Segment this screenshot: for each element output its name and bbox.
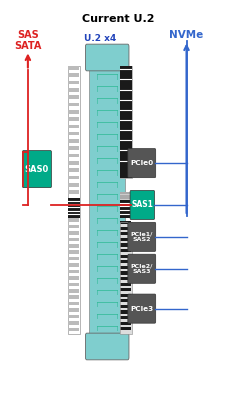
Bar [68, 88, 79, 92]
Text: NVMe: NVMe [169, 30, 203, 40]
Bar [119, 192, 132, 200]
Bar [68, 110, 79, 114]
Text: SAS1: SAS1 [131, 200, 153, 210]
Bar [120, 322, 131, 325]
Bar [68, 139, 79, 143]
Bar [68, 124, 79, 128]
Text: PCIe2/
SAS3: PCIe2/ SAS3 [130, 263, 152, 274]
Bar [68, 218, 79, 222]
Bar [68, 154, 79, 157]
Bar [68, 257, 79, 260]
Bar [68, 238, 79, 241]
Bar [68, 146, 79, 150]
Bar [68, 161, 79, 165]
Bar [68, 81, 79, 84]
Text: SAS0: SAS0 [25, 165, 49, 174]
Text: U.2 x4: U.2 x4 [84, 34, 116, 43]
FancyBboxPatch shape [127, 294, 155, 323]
Bar [120, 221, 131, 224]
Bar [120, 294, 131, 297]
Bar [120, 288, 131, 291]
FancyBboxPatch shape [127, 222, 155, 252]
Bar [68, 289, 79, 292]
FancyBboxPatch shape [127, 254, 155, 283]
Bar [120, 232, 131, 236]
Bar [120, 255, 131, 258]
Bar [68, 176, 79, 179]
Bar [68, 231, 79, 235]
Bar [120, 260, 131, 263]
Bar [120, 195, 131, 197]
Text: PCIe1/
SAS2: PCIe1/ SAS2 [130, 232, 152, 242]
Bar [68, 168, 79, 172]
FancyBboxPatch shape [85, 44, 128, 71]
Bar [120, 310, 131, 314]
Bar [120, 227, 131, 230]
Bar [89, 68, 125, 336]
Bar [68, 263, 79, 267]
Bar [68, 190, 79, 194]
Bar [120, 192, 131, 194]
Bar [68, 117, 79, 121]
Bar [68, 73, 79, 77]
Bar [68, 103, 79, 106]
Text: SAS
SATA: SAS SATA [14, 30, 41, 51]
Bar [120, 244, 131, 247]
Bar [120, 238, 131, 241]
FancyBboxPatch shape [22, 150, 51, 188]
Bar [120, 282, 131, 286]
Bar [119, 222, 132, 334]
Bar [119, 66, 132, 178]
Bar [68, 225, 79, 228]
Bar [68, 276, 79, 280]
Bar [68, 321, 79, 325]
Bar [68, 315, 79, 318]
Bar [120, 197, 131, 199]
Bar [120, 271, 131, 274]
FancyBboxPatch shape [130, 190, 154, 220]
Bar [68, 183, 79, 186]
Bar [119, 200, 132, 218]
Bar [68, 296, 79, 299]
Bar [68, 270, 79, 273]
Bar [67, 66, 80, 334]
Bar [119, 66, 132, 178]
Bar [68, 95, 79, 99]
Bar [67, 198, 80, 218]
Text: Current U.2: Current U.2 [82, 14, 154, 24]
Bar [68, 302, 79, 306]
Bar [68, 250, 79, 254]
Bar [120, 249, 131, 252]
Bar [120, 299, 131, 302]
Bar [120, 316, 131, 319]
Bar [120, 305, 131, 308]
Bar [120, 277, 131, 280]
Text: PCIe3: PCIe3 [130, 306, 153, 312]
Bar [68, 282, 79, 286]
Bar [68, 244, 79, 248]
FancyBboxPatch shape [127, 148, 155, 178]
Bar [120, 327, 131, 330]
Bar [68, 66, 79, 70]
Bar [68, 308, 79, 312]
FancyBboxPatch shape [85, 333, 128, 360]
Bar [120, 266, 131, 269]
Bar [68, 132, 79, 136]
Bar [119, 222, 132, 334]
Text: PCIe0: PCIe0 [130, 160, 153, 166]
Bar [68, 328, 79, 331]
